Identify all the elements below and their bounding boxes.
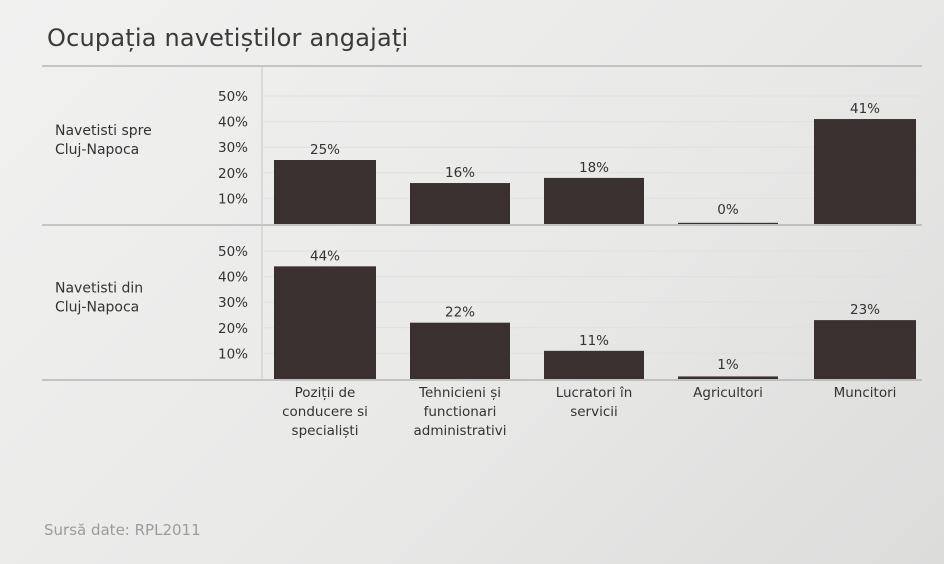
y-tick-label: 20%: [218, 321, 248, 337]
row-label: Cluj-Napoca: [55, 300, 139, 316]
bar: [544, 350, 644, 379]
y-tick-label: 30%: [218, 140, 248, 156]
chart-title: Ocupația navetiștilor angajați: [47, 24, 409, 52]
data-label: 25%: [310, 142, 340, 158]
y-tick-label: 40%: [218, 115, 248, 131]
bar: [814, 119, 916, 224]
category-label: Lucratori în: [556, 385, 633, 401]
bar: [544, 177, 644, 224]
category-label: servicii: [570, 404, 618, 420]
bar: [814, 320, 916, 379]
row-label: Cluj-Napoca: [55, 142, 139, 158]
data-label: 1%: [717, 357, 739, 373]
y-tick-label: 50%: [218, 244, 248, 260]
data-label: 18%: [579, 160, 609, 176]
bar: [678, 376, 778, 379]
y-tick-label: 10%: [218, 346, 248, 362]
source-note: Sursă date: RPL2011: [44, 521, 201, 539]
row-label: Navetisti spre: [55, 123, 152, 139]
bar: [274, 160, 376, 224]
y-tick-label: 40%: [218, 270, 248, 286]
category-label: functionari: [424, 404, 497, 420]
category-label: Poziții de: [295, 385, 356, 401]
y-tick-label: 30%: [218, 295, 248, 311]
y-tick-label: 20%: [218, 166, 248, 182]
category-label: Agricultori: [693, 385, 763, 401]
bar: [410, 183, 510, 224]
data-label: 41%: [850, 101, 880, 117]
data-label: 16%: [445, 165, 475, 181]
category-label: specialiști: [292, 423, 359, 439]
bar: [678, 222, 778, 224]
y-tick-label: 50%: [218, 89, 248, 105]
data-label: 11%: [579, 333, 609, 349]
row-label: Navetisti din: [55, 281, 143, 297]
category-label: Muncitori: [834, 385, 897, 401]
y-tick-label: 10%: [218, 191, 248, 207]
data-label: 22%: [445, 305, 475, 321]
data-label: 44%: [310, 248, 340, 264]
data-label: 23%: [850, 302, 880, 318]
category-label: Tehnicieni și: [418, 385, 501, 401]
category-label: conducere si: [282, 404, 368, 420]
category-label: administrativi: [414, 423, 507, 439]
bar: [410, 322, 510, 379]
bar: [274, 266, 376, 379]
data-label: 0%: [717, 202, 739, 218]
